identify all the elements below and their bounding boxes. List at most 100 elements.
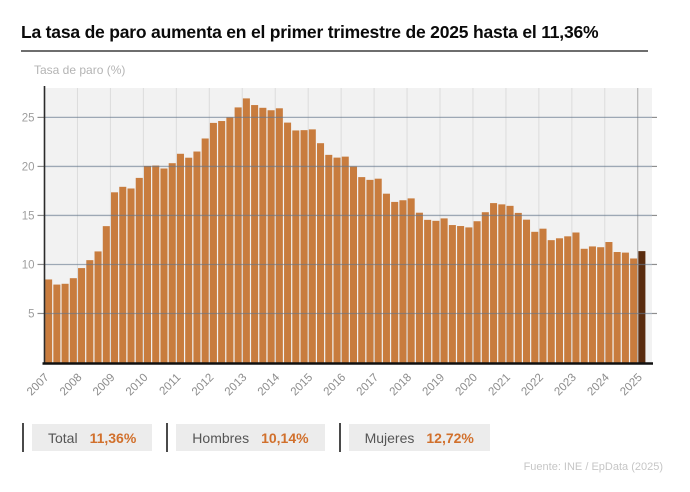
page-title: La tasa de paro aumenta en el primer tri… [21,22,599,42]
legend-value-mujeres: 12,72% [426,429,474,446]
bar-2019T4 [465,227,473,363]
bar-2014T2 [284,122,292,363]
x-tick-label-2011: 2011 [157,372,183,398]
x-tick-label-2020: 2020 [454,372,481,399]
x-tick-label-2013: 2013 [223,372,250,399]
bar-2024T4 [630,258,638,363]
bar-2011T3 [193,151,201,363]
x-tick-label-2025: 2025 [618,372,645,399]
bar-2018T3 [424,219,432,363]
bar-2013T3 [259,107,267,363]
legend-separator [22,423,24,452]
bar-2018T4 [432,220,440,363]
bar-2007T3 [61,283,69,363]
x-tick-label-2022: 2022 [519,372,546,399]
bar-2024T1 [605,242,613,363]
title-divider [21,50,648,52]
bar-2015T3 [325,154,333,363]
y-tick-label-20: 20 [22,161,35,173]
bar-2020T2 [481,212,489,363]
bar-2009T1 [111,192,119,363]
bar-2016T4 [366,179,374,363]
y-tick-label-5: 5 [28,308,34,320]
bar-2010T4 [168,163,176,363]
bar-2024T3 [621,252,629,363]
bar-2022T1 [539,228,547,363]
legend-label-hombres: Hombres [192,429,250,446]
bar-2016T3 [358,177,366,363]
bar-2011T4 [201,138,209,363]
bar-2009T4 [135,177,143,363]
source-attribution: Fuente: INE / EpData (2025) [523,461,663,473]
bar-2017T2 [382,193,390,363]
bar-2020T1 [473,221,481,363]
bar-2019T2 [448,225,456,363]
bar-2009T2 [119,186,127,363]
bar-2007T1 [45,279,53,363]
x-tick-label-2018: 2018 [388,372,415,399]
bar-2012T1 [209,122,217,363]
bar-2012T4 [234,107,242,363]
legend-label-mujeres: Mujeres [364,429,415,446]
bar-2017T4 [399,200,407,363]
legend-separator [166,423,169,452]
bar-2019T1 [440,218,448,363]
bar-2011T2 [185,157,193,363]
bar-2023T3 [588,246,596,363]
legend-item-total: Total 11,36% [22,423,153,452]
x-tick-label-2014: 2014 [256,371,283,398]
legend-value-total: 11,36% [89,429,137,446]
x-tick-label-2023: 2023 [552,372,579,399]
bar-2015T1 [308,129,316,363]
bar-2015T4 [333,157,341,363]
bar-2013T4 [267,110,275,363]
bar-2020T4 [498,204,506,363]
x-tick-label-2012: 2012 [190,372,217,399]
bar-2009T3 [127,188,135,363]
bar-2017T1 [374,178,382,363]
x-tick-label-2015: 2015 [289,372,316,399]
bar-2021T4 [531,231,539,363]
bar-2007T4 [69,278,77,363]
y-tick-label-15: 15 [22,210,35,222]
bar-2008T4 [102,226,110,363]
x-tick-label-2007: 2007 [25,372,52,399]
x-tick-label-2016: 2016 [322,372,349,399]
bar-2023T2 [580,248,588,363]
bar-2024T2 [613,252,621,363]
bar-2007T2 [53,284,61,363]
bar-2023T4 [597,247,605,363]
x-tick-label-2019: 2019 [421,372,448,399]
x-tick-label-2024: 2024 [585,371,612,398]
bar-2020T3 [490,203,498,363]
bar-2018T1 [407,198,415,363]
bar-2017T3 [391,201,399,363]
bar-2014T3 [292,130,300,363]
y-axis-title: Tasa de paro (%) [34,63,126,77]
legend-separator [338,423,341,452]
x-tick-label-2021: 2021 [486,372,513,399]
bar-2013T1 [242,98,250,363]
bar-2008T2 [86,260,94,363]
bar-2022T4 [564,236,572,363]
bar-2025T1 [638,251,646,363]
bar-2019T3 [457,226,465,363]
bar-2012T3 [226,117,234,363]
bar-2011T1 [176,153,184,363]
bar-2012T2 [218,121,226,363]
bar-2015T2 [317,143,325,363]
bar-2014T1 [275,108,283,363]
legend-item-mujeres: Mujeres 12,72% [338,423,490,452]
bar-2014T4 [300,130,308,363]
legend: Total 11,36% Hombres 10,14% Mujeres 12,7… [22,423,490,452]
bar-2021T1 [506,205,514,363]
legend-label-total: Total [48,429,78,446]
bar-2010T3 [160,168,168,363]
y-tick-label-10: 10 [22,259,35,271]
bar-2008T1 [78,268,86,363]
x-tick-label-2009: 2009 [91,372,118,399]
bar-2008T3 [94,251,102,363]
bar-2021T2 [514,212,522,363]
